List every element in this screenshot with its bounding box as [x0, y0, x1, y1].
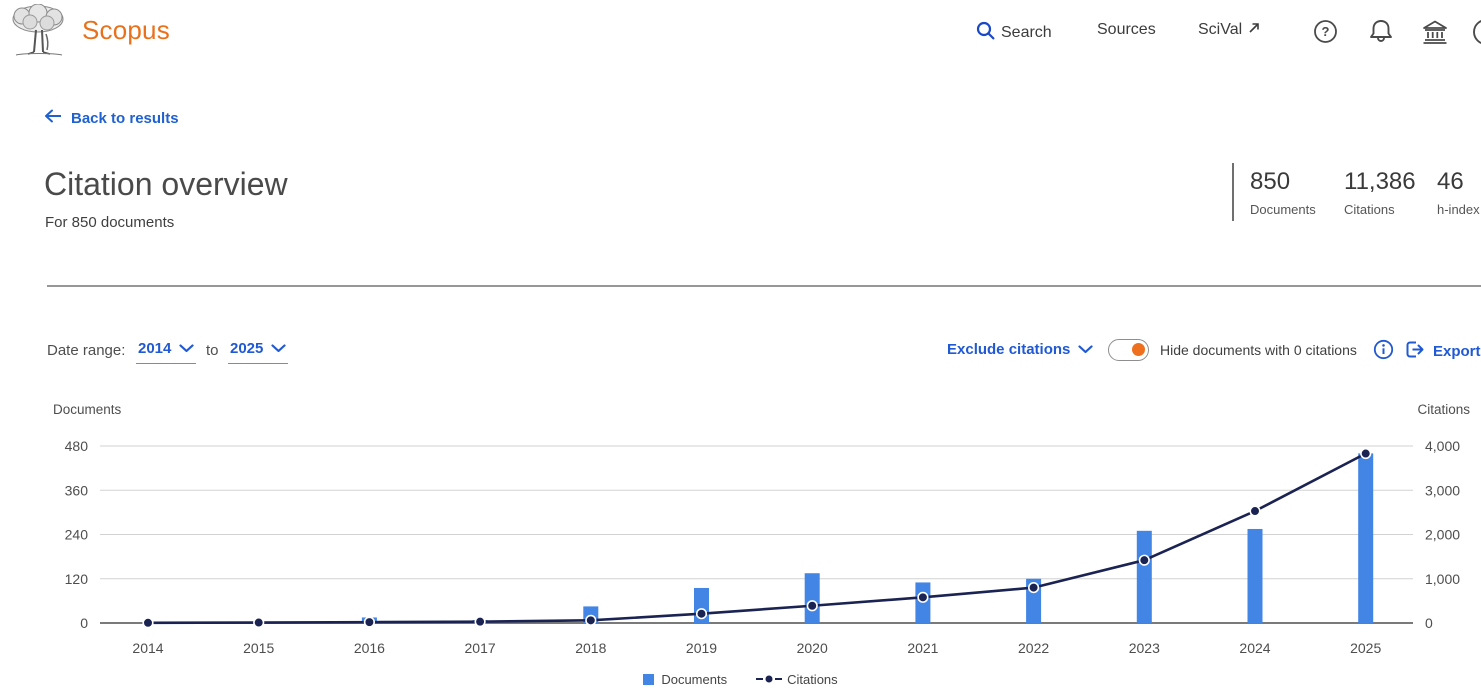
legend-documents-label: Documents [661, 672, 728, 687]
stat-hindex-label: h-index [1437, 202, 1480, 217]
profile-icon[interactable] [1472, 18, 1481, 51]
hide-zero-citations-toggle[interactable] [1108, 339, 1149, 361]
x-axis-year-label: 2017 [465, 640, 496, 656]
documents-bar [1247, 528, 1263, 623]
right-axis-tick: 3,000 [1425, 482, 1460, 498]
left-axis-tick: 240 [65, 527, 89, 543]
legend-citations[interactable]: Citations [755, 672, 838, 687]
left-axis-tick: 360 [65, 482, 89, 498]
citations-point [1138, 554, 1150, 566]
nav-scival-label: SciVal [1198, 21, 1243, 38]
x-axis-year-label: 2015 [243, 640, 274, 656]
x-axis-year-label: 2019 [686, 640, 717, 656]
date-to-value: 2025 [230, 340, 264, 357]
nav-sources-label: Sources [1097, 21, 1156, 38]
stat-documents: 850 Documents [1250, 168, 1316, 217]
x-axis-year-label: 2021 [907, 640, 938, 656]
export-icon [1404, 339, 1425, 364]
nav-scival[interactable]: SciVal [1198, 21, 1260, 39]
elsevier-tree-logo[interactable] [10, 3, 68, 63]
help-icon[interactable]: ? [1313, 19, 1338, 49]
brand-scopus[interactable]: Scopus [82, 15, 170, 45]
chevron-down-icon [1078, 341, 1093, 358]
date-range-to-label: to [206, 342, 219, 359]
left-axis-title: Documents [53, 402, 122, 417]
citations-point [142, 617, 154, 629]
documents-swatch-icon [643, 674, 655, 685]
section-divider [47, 285, 1481, 287]
date-range-label: Date range: [47, 342, 126, 359]
stat-citations: 11,386 Citations [1344, 168, 1416, 217]
legend-citations-label: Citations [787, 672, 838, 687]
date-to-select[interactable]: 2025 [228, 340, 289, 364]
citations-line [147, 452, 1367, 625]
nav-sources[interactable]: Sources [1097, 21, 1156, 39]
page-title: Citation overview [44, 166, 288, 202]
stat-citations-value: 11,386 [1344, 168, 1416, 195]
citations-point [363, 616, 376, 628]
documents-bar [1358, 453, 1374, 623]
date-from-value: 2014 [138, 340, 172, 357]
back-link-label: Back to results [71, 109, 179, 127]
left-axis-tick: 0 [80, 615, 88, 631]
stat-documents-value: 850 [1250, 168, 1291, 195]
stats-divider [1232, 163, 1234, 221]
x-axis-year-label: 2022 [1018, 640, 1049, 656]
x-axis-year-label: 2020 [797, 640, 828, 656]
stat-hindex-value: 46 [1437, 168, 1464, 195]
legend-documents[interactable]: Documents [643, 672, 727, 687]
citations-point [695, 608, 708, 620]
left-axis-tick: 480 [65, 438, 89, 454]
citations-point [917, 591, 929, 603]
export-label: Export [1433, 343, 1481, 360]
documents-bar [1136, 530, 1152, 623]
notifications-icon[interactable] [1368, 18, 1394, 50]
stat-citations-label: Citations [1344, 202, 1395, 217]
toggle-knob [1132, 343, 1145, 356]
stat-documents-label: Documents [1250, 202, 1316, 217]
chart-legend: Documents Citations [0, 672, 1481, 687]
x-axis-year-label: 2018 [575, 640, 606, 656]
right-axis-tick: 2,000 [1425, 527, 1460, 543]
svg-text:?: ? [1322, 24, 1330, 39]
right-axis-tick: 4,000 [1425, 438, 1460, 454]
citations-point [1360, 447, 1372, 460]
institution-icon[interactable] [1421, 19, 1449, 50]
nav-search[interactable]: Search [976, 21, 1052, 45]
citations-marker-icon [755, 672, 783, 687]
documents-bar [804, 573, 820, 623]
chevron-down-icon [271, 340, 286, 357]
chevron-down-icon [179, 340, 194, 357]
exclude-citations-label: Exclude citations [947, 341, 1071, 358]
right-axis-title: Citations [1417, 402, 1470, 417]
x-axis-year-label: 2025 [1350, 640, 1381, 656]
external-link-icon [1248, 21, 1260, 39]
export-button[interactable]: Export [1404, 339, 1481, 364]
right-axis-tick: 0 [1425, 615, 1433, 631]
page-subtitle: For 850 documents [45, 214, 175, 231]
back-to-results-link[interactable]: Back to results [44, 109, 179, 127]
citations-point [806, 600, 818, 612]
citations-point [253, 616, 265, 629]
citations-point [585, 614, 597, 626]
stat-hindex: 46 h-index [1437, 168, 1480, 217]
date-from-select[interactable]: 2014 [136, 340, 197, 364]
nav-search-label: Search [1001, 24, 1052, 41]
exclude-citations-dropdown[interactable]: Exclude citations [947, 341, 1093, 358]
citations-point [1027, 582, 1040, 594]
x-axis-year-label: 2024 [1239, 640, 1270, 656]
left-axis-tick: 120 [65, 571, 89, 587]
search-icon [976, 21, 995, 45]
x-axis-year-label: 2014 [132, 640, 163, 656]
x-axis-year-label: 2016 [354, 640, 385, 656]
info-icon[interactable] [1373, 339, 1394, 365]
citation-chart[interactable]: Documents Citations 0 0 120 1,000 240 2,000 360 3… [0, 396, 1481, 664]
right-axis-tick: 1,000 [1425, 571, 1460, 587]
back-arrow-icon [44, 109, 62, 127]
citations-point [474, 616, 486, 628]
citations-point [1249, 505, 1261, 517]
x-axis-year-label: 2023 [1129, 640, 1160, 656]
hide-zero-citations-label: Hide documents with 0 citations [1160, 342, 1357, 358]
